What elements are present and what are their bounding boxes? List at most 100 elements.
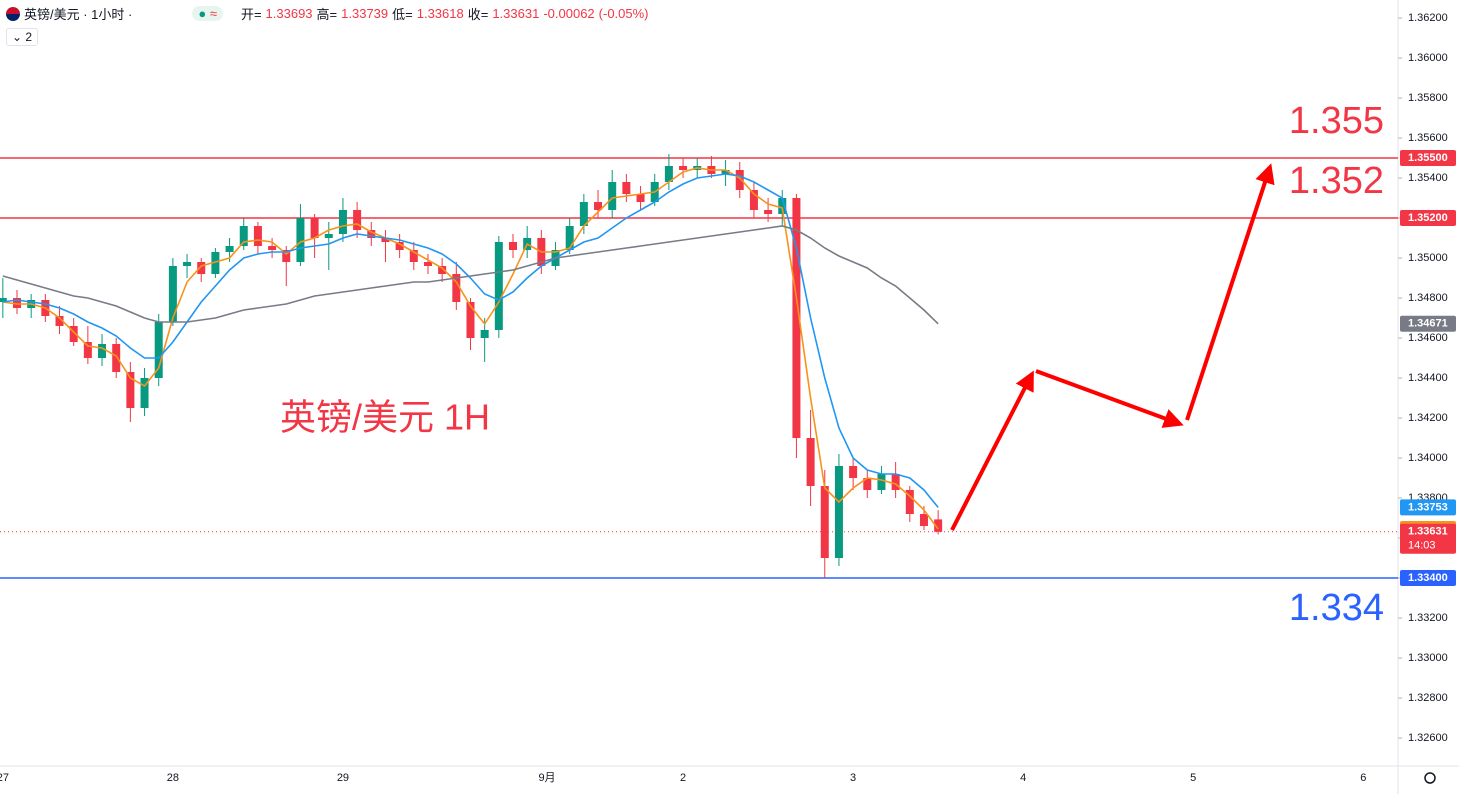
candle-body	[55, 316, 64, 326]
legend-header: 英镑/美元 · 1小时 · ● ≈ 开= 1.33693 高= 1.33739 低=…	[6, 4, 649, 23]
candle-body	[509, 242, 518, 250]
y-tick-label: 1.34400	[1408, 372, 1448, 384]
high-label: 高=	[316, 7, 338, 22]
candle-body	[480, 330, 489, 338]
y-tick-label: 1.35000	[1408, 252, 1448, 264]
indicator-count: 2	[25, 30, 33, 44]
candle-body	[792, 198, 801, 438]
forecast-arrows	[950, 163, 1275, 531]
candle-body	[225, 246, 234, 252]
low-label: 低=	[392, 7, 413, 22]
x-tick-label: 6	[1360, 772, 1366, 784]
x-tick-label: 28	[167, 772, 179, 784]
candle-body	[664, 166, 673, 182]
candle-body	[69, 326, 78, 342]
open: 1.33693	[265, 6, 313, 21]
y-tick-label: 1.33000	[1408, 652, 1448, 664]
candle-body	[636, 194, 645, 202]
candle-body	[154, 322, 163, 378]
candle-body	[735, 170, 744, 190]
candle-body	[140, 378, 149, 408]
arrow	[1035, 369, 1184, 428]
candle-body	[395, 242, 404, 250]
candle-body	[367, 230, 376, 238]
ma-value-label-bg	[1400, 315, 1456, 332]
y-tick-label: 1.34600	[1408, 332, 1448, 344]
candle-body	[98, 344, 107, 358]
candle-body	[168, 266, 177, 322]
status-badge[interactable]: ● ≈	[192, 6, 223, 21]
candle-body	[806, 438, 815, 486]
ma-value-label: 1.34671	[1408, 318, 1448, 330]
ma-value-label: 1.33753	[1408, 501, 1448, 513]
close-label: 1.33631	[1408, 526, 1448, 538]
candle-body	[324, 234, 333, 238]
candle-body	[338, 210, 347, 234]
x-tick-label: 29	[337, 772, 349, 784]
moving-average	[2, 167, 939, 530]
annotation: 1.355	[1289, 100, 1384, 142]
moving-average	[2, 225, 939, 325]
candle-body	[679, 166, 688, 170]
flag-icon	[6, 6, 20, 21]
candle-body	[353, 210, 362, 230]
candle-body	[622, 182, 631, 194]
x-tick-label: 3	[850, 772, 856, 784]
hline-label-bg	[1400, 150, 1456, 166]
arrow	[1185, 163, 1275, 421]
symbol: 英镑/美元 · 1小时 ·	[24, 7, 133, 22]
candle-body	[565, 226, 574, 250]
annotation: 1.334	[1289, 587, 1384, 629]
candle-body	[721, 170, 730, 174]
candle-body	[877, 474, 886, 490]
candle-body	[239, 226, 248, 246]
x-tick-label: 2	[680, 772, 686, 784]
candle-body	[409, 250, 418, 262]
candle-body	[820, 486, 829, 558]
candle-body	[891, 474, 900, 490]
annotation: 英镑/美元 1H	[280, 397, 490, 438]
candle-body	[183, 262, 192, 266]
candle-body	[764, 210, 773, 214]
settings-icon[interactable]	[1424, 772, 1436, 784]
change: -0.00062	[543, 6, 595, 21]
candle-body	[749, 190, 758, 210]
low: 1.33618	[416, 6, 464, 21]
candle-body	[919, 514, 928, 526]
candle-body	[579, 202, 588, 226]
countdown: 14:03	[1408, 540, 1436, 552]
candle-body	[494, 242, 503, 330]
hline-label: 1.33400	[1408, 572, 1448, 584]
arrow	[950, 370, 1034, 531]
candle-body	[778, 198, 787, 214]
candle-body	[863, 478, 872, 490]
indicators-toggle[interactable]: ⌄ 2	[6, 28, 39, 46]
candle-body	[0, 298, 7, 302]
y-tick-label: 1.35800	[1408, 92, 1448, 104]
x-tick-label: 5	[1190, 772, 1196, 784]
candle-body	[452, 274, 461, 302]
candle-body	[197, 262, 206, 274]
candle-body	[381, 238, 390, 242]
candle-body	[13, 298, 22, 308]
candle-body	[126, 372, 135, 408]
y-tick-label: 1.33200	[1408, 612, 1448, 624]
y-tick-label: 1.32600	[1408, 732, 1448, 744]
y-tick-label: 1.34200	[1408, 412, 1448, 424]
candle-body	[934, 519, 943, 532]
candle-body	[423, 262, 432, 266]
change-pct: (-0.05%)	[598, 6, 649, 21]
candle-body	[594, 202, 603, 210]
hline-label: 1.35200	[1408, 212, 1448, 224]
y-tick-label: 1.34800	[1408, 292, 1448, 304]
close: 1.33631	[492, 6, 540, 21]
close-label-bg	[1400, 523, 1456, 554]
candle-body	[282, 250, 291, 262]
candle-body	[834, 466, 843, 558]
high: 1.33739	[341, 6, 389, 21]
candle-body	[466, 302, 475, 338]
candle-body	[112, 344, 121, 372]
candle-body	[211, 252, 220, 274]
candle-body	[296, 218, 305, 262]
